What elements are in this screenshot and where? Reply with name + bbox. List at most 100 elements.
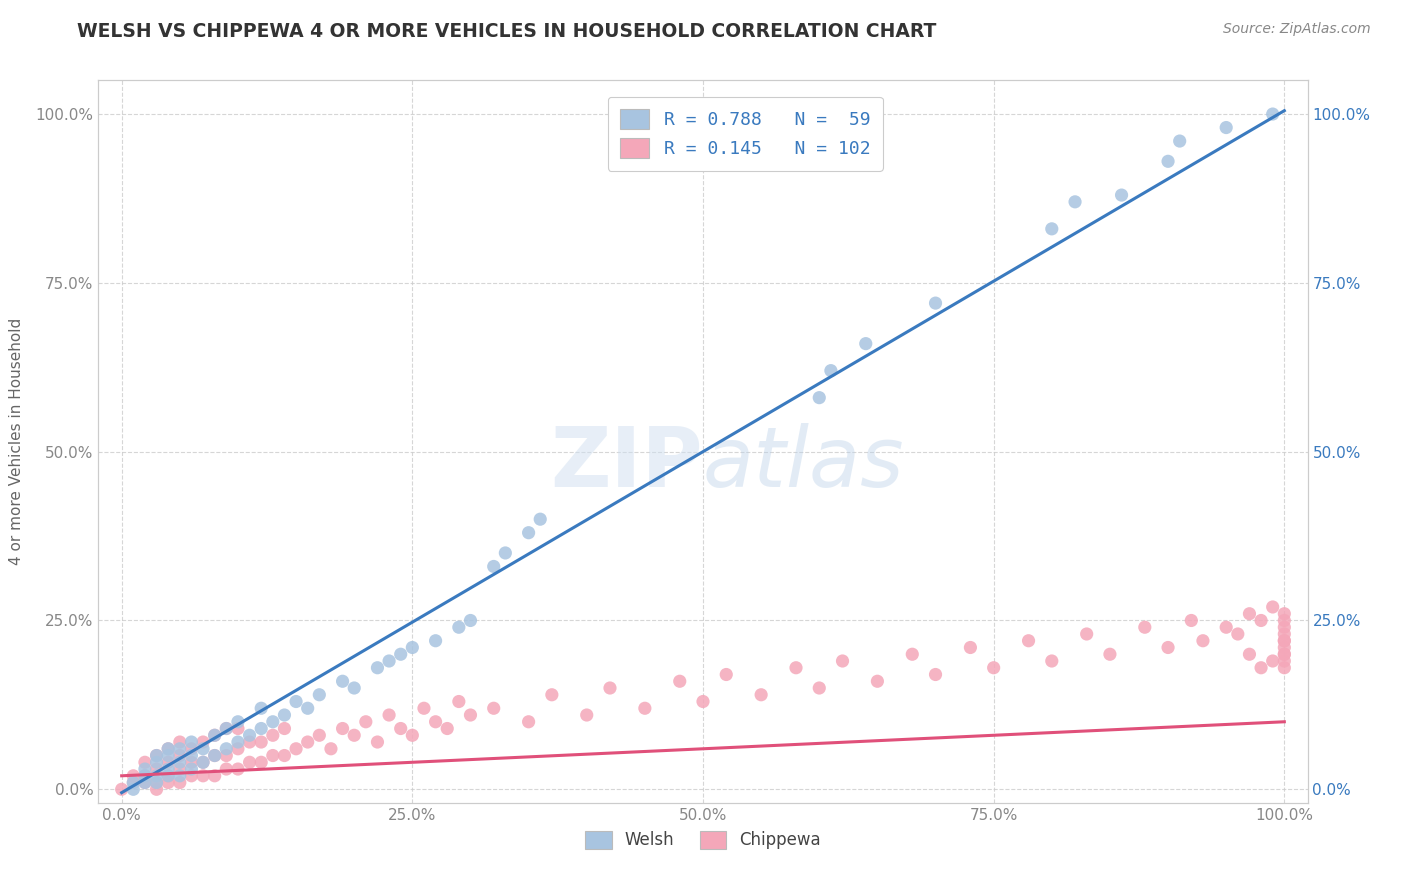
Point	[494, 546, 516, 560]
Point	[226, 741, 249, 756]
Point	[145, 748, 167, 763]
Point	[297, 701, 319, 715]
Point	[413, 701, 436, 715]
Legend: Welsh, Chippewa: Welsh, Chippewa	[575, 821, 831, 860]
Point	[204, 728, 226, 742]
Point	[169, 756, 191, 770]
Point	[145, 748, 167, 763]
Point	[1261, 107, 1284, 121]
Point	[169, 775, 191, 789]
Point	[239, 735, 262, 749]
Point	[599, 681, 621, 695]
Point	[250, 701, 273, 715]
Point	[285, 694, 308, 708]
Point	[378, 654, 401, 668]
Point	[1272, 654, 1295, 668]
Point	[529, 512, 551, 526]
Point	[191, 735, 214, 749]
Point	[692, 694, 714, 708]
Point	[250, 722, 273, 736]
Point	[239, 756, 262, 770]
Point	[1272, 647, 1295, 661]
Point	[354, 714, 377, 729]
Y-axis label: 4 or more Vehicles in Household: 4 or more Vehicles in Household	[10, 318, 24, 566]
Point	[215, 748, 238, 763]
Point	[378, 708, 401, 723]
Point	[157, 748, 180, 763]
Point	[1192, 633, 1215, 648]
Point	[157, 762, 180, 776]
Point	[1250, 614, 1272, 628]
Point	[319, 741, 342, 756]
Point	[122, 775, 145, 789]
Text: ZIP: ZIP	[551, 423, 703, 504]
Point	[366, 735, 388, 749]
Point	[1215, 120, 1237, 135]
Point	[180, 756, 202, 770]
Point	[169, 748, 191, 763]
Point	[1239, 607, 1261, 621]
Point	[273, 708, 295, 723]
Point	[273, 748, 295, 763]
Point	[169, 735, 191, 749]
Point	[1076, 627, 1098, 641]
Point	[332, 674, 354, 689]
Point	[262, 728, 284, 742]
Point	[134, 775, 156, 789]
Point	[250, 756, 273, 770]
Point	[634, 701, 657, 715]
Point	[866, 674, 889, 689]
Point	[482, 559, 505, 574]
Point	[157, 741, 180, 756]
Point	[134, 775, 156, 789]
Point	[145, 762, 167, 776]
Point	[169, 769, 191, 783]
Point	[366, 661, 388, 675]
Point	[1111, 188, 1133, 202]
Point	[389, 722, 412, 736]
Point	[180, 748, 202, 763]
Point	[297, 735, 319, 749]
Point	[122, 775, 145, 789]
Text: atlas: atlas	[703, 423, 904, 504]
Point	[1272, 633, 1295, 648]
Point	[215, 762, 238, 776]
Point	[157, 756, 180, 770]
Point	[1215, 620, 1237, 634]
Point	[785, 661, 807, 675]
Point	[226, 722, 249, 736]
Point	[226, 735, 249, 749]
Point	[1272, 607, 1295, 621]
Point	[517, 525, 540, 540]
Point	[447, 694, 470, 708]
Point	[401, 640, 423, 655]
Point	[924, 667, 946, 681]
Point	[262, 714, 284, 729]
Text: Source: ZipAtlas.com: Source: ZipAtlas.com	[1223, 22, 1371, 37]
Point	[191, 769, 214, 783]
Point	[191, 756, 214, 770]
Point	[134, 769, 156, 783]
Point	[1040, 222, 1063, 236]
Point	[1157, 154, 1180, 169]
Point	[180, 735, 202, 749]
Point	[145, 775, 167, 789]
Text: WELSH VS CHIPPEWA 4 OR MORE VEHICLES IN HOUSEHOLD CORRELATION CHART: WELSH VS CHIPPEWA 4 OR MORE VEHICLES IN …	[77, 22, 936, 41]
Point	[901, 647, 924, 661]
Point	[204, 748, 226, 763]
Point	[425, 714, 447, 729]
Point	[134, 769, 156, 783]
Point	[1272, 627, 1295, 641]
Point	[332, 722, 354, 736]
Point	[1098, 647, 1121, 661]
Point	[983, 661, 1005, 675]
Point	[808, 681, 831, 695]
Point	[1018, 633, 1040, 648]
Point	[204, 728, 226, 742]
Point	[204, 769, 226, 783]
Point	[180, 769, 202, 783]
Point	[1272, 620, 1295, 634]
Point	[239, 728, 262, 742]
Point	[1064, 194, 1087, 209]
Point	[575, 708, 598, 723]
